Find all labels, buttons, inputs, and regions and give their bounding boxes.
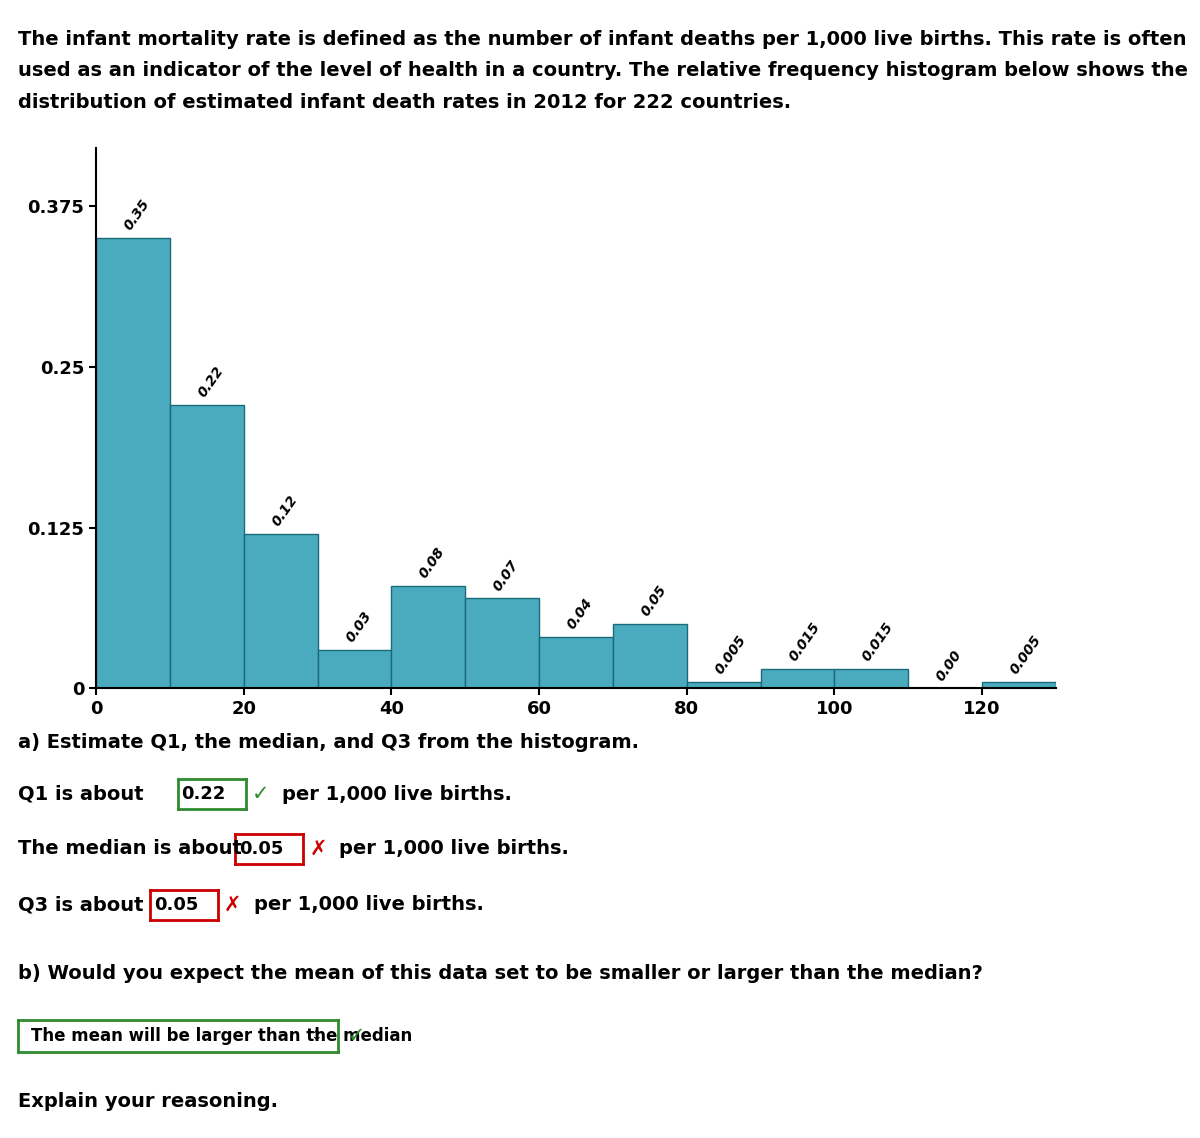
Text: The median is about: The median is about [18,840,242,858]
Text: ✓: ✓ [252,784,269,805]
Text: 0.00: 0.00 [934,648,965,683]
Bar [539,637,613,688]
Bar [613,624,686,688]
Text: 0.05: 0.05 [154,896,198,914]
Text: distribution of estimated infant death rates in 2012 for 222 countries.: distribution of estimated infant death r… [18,93,791,113]
Text: 0.08: 0.08 [416,544,448,580]
Bar [761,669,834,688]
Bar [318,650,391,688]
Text: ↕: ↕ [310,1029,322,1042]
Text: The infant mortality rate is defined as the number of infant deaths per 1,000 li: The infant mortality rate is defined as … [18,30,1187,49]
Text: 0.015: 0.015 [860,620,896,665]
Text: per 1,000 live births.: per 1,000 live births. [340,840,569,858]
Text: 0.015: 0.015 [786,620,823,665]
Text: per 1,000 live births.: per 1,000 live births. [254,896,484,914]
Text: 0.22: 0.22 [196,364,227,401]
Bar [834,669,908,688]
Bar [170,405,244,688]
Bar [244,534,318,688]
Text: 0.005: 0.005 [1008,633,1044,677]
Text: 0.12: 0.12 [269,493,300,529]
Text: 0.35: 0.35 [121,197,152,233]
Bar [466,599,539,688]
Text: ✗: ✗ [310,839,326,859]
Text: ✗: ✗ [224,894,241,915]
Text: Q1 is about: Q1 is about [18,785,144,803]
Text: Explain your reasoning.: Explain your reasoning. [18,1092,278,1112]
Text: 0.04: 0.04 [564,596,595,632]
Text: The mean will be larger than the median: The mean will be larger than the median [31,1026,412,1045]
Bar [96,238,170,688]
Text: used as an indicator of the level of health in a country. The relative frequency: used as an indicator of the level of hea… [18,61,1188,81]
Text: 0.07: 0.07 [491,558,522,593]
Text: Q3 is about: Q3 is about [18,896,144,914]
Text: 0.05: 0.05 [239,840,283,858]
Text: 0.22: 0.22 [181,785,226,803]
Bar [391,586,466,688]
Text: b) Would you expect the mean of this data set to be smaller or larger than the m: b) Would you expect the mean of this dat… [18,964,983,983]
Text: 0.05: 0.05 [638,583,670,619]
Text: 0.03: 0.03 [343,609,374,645]
Text: ✓: ✓ [348,1025,365,1046]
Text: a) Estimate Q1, the median, and Q3 from the histogram.: a) Estimate Q1, the median, and Q3 from … [18,733,640,752]
Bar [686,682,761,688]
Text: per 1,000 live births.: per 1,000 live births. [282,785,511,803]
Bar [982,682,1056,688]
Text: 0.005: 0.005 [713,633,749,677]
